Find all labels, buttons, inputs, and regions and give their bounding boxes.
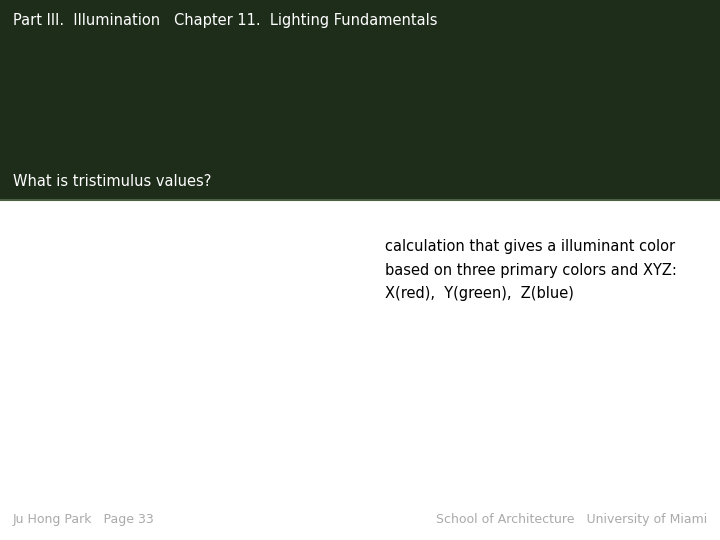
Text: Ju Hong Park   Page 33: Ju Hong Park Page 33 [13,514,155,526]
Bar [0,0,720,200]
Text: calculation that gives a illuminant color
based on three primary colors and XYZ:: calculation that gives a illuminant colo… [385,239,677,301]
Text: School of Architecture   University of Miami: School of Architecture University of Mia… [436,514,707,526]
Text: Part III.  Illumination   Chapter 11.  Lighting Fundamentals: Part III. Illumination Chapter 11. Light… [13,14,438,29]
Text: What is tristimulus values?: What is tristimulus values? [13,174,212,189]
